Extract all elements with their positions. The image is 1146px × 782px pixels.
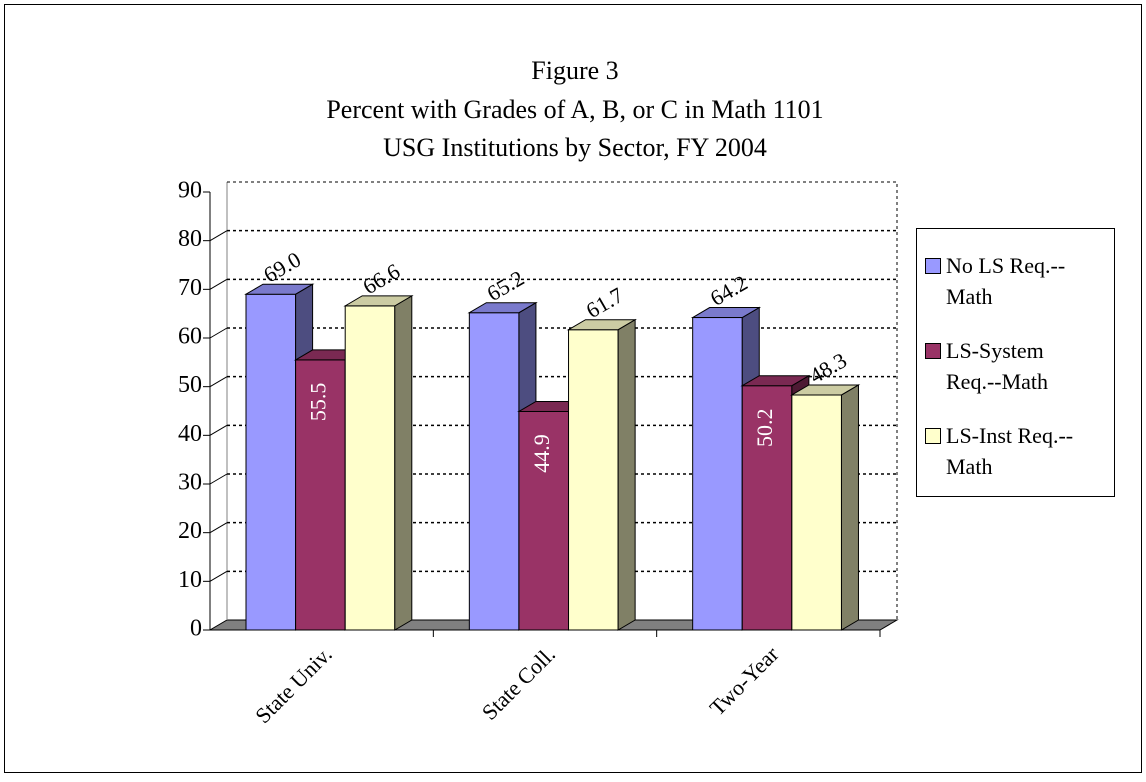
grid-line bbox=[209, 424, 228, 436]
bar bbox=[568, 329, 619, 631]
chart-title: Figure 3 bbox=[531, 56, 618, 85]
bar bbox=[344, 305, 396, 631]
legend-label: LS-System Req.--Math bbox=[946, 338, 1049, 394]
bar-side bbox=[840, 384, 859, 631]
back-wall-edge bbox=[227, 181, 898, 620]
legend-entry: No LS Req.--Math bbox=[925, 250, 1110, 312]
bar-top bbox=[244, 283, 315, 295]
bar-top bbox=[690, 307, 762, 319]
legend-swatch bbox=[925, 343, 941, 359]
bar bbox=[245, 293, 297, 631]
y-tick-label: 80 bbox=[178, 226, 202, 252]
chart-title: USG Institutions by Sector, FY 2004 bbox=[383, 133, 767, 162]
grid-line bbox=[209, 570, 228, 582]
legend-swatch bbox=[925, 428, 941, 444]
bar bbox=[518, 410, 570, 631]
y-tick-label: 40 bbox=[178, 421, 202, 447]
bar-top bbox=[467, 302, 538, 314]
bar bbox=[468, 312, 520, 631]
y-tick-label: 10 bbox=[178, 567, 202, 593]
legend-entry: LS-Inst Req.--Math bbox=[925, 420, 1110, 482]
legend-item: LS-System Req.--Math bbox=[925, 335, 1110, 397]
y-tick-label: 20 bbox=[178, 518, 202, 544]
grid-line bbox=[209, 376, 228, 388]
bar bbox=[791, 394, 842, 631]
chart-title: Percent with Grades of A, B, or C in Mat… bbox=[326, 95, 823, 124]
bar-side bbox=[394, 295, 413, 631]
bar bbox=[295, 359, 346, 631]
grid-line bbox=[209, 473, 228, 485]
bar bbox=[692, 317, 743, 631]
grid-line bbox=[209, 278, 228, 290]
legend-label: LS-Inst Req.--Math bbox=[946, 423, 1074, 479]
y-tick-label: 0 bbox=[190, 616, 202, 642]
legend-item: No LS Req.--Math bbox=[925, 250, 1110, 312]
y-tick-label: 60 bbox=[178, 324, 202, 350]
bar-top bbox=[790, 384, 861, 396]
legend-box bbox=[916, 228, 1115, 497]
bar-top bbox=[566, 319, 637, 331]
value-label: 55.5 bbox=[305, 383, 330, 422]
legend-label: No LS Req.--Math bbox=[946, 253, 1066, 309]
legend-item: LS-Inst Req.--Math bbox=[925, 420, 1110, 482]
value-label: 44.9 bbox=[529, 434, 554, 473]
y-tick-label: 30 bbox=[178, 470, 202, 496]
legend-swatch bbox=[925, 258, 941, 274]
grid-line bbox=[209, 327, 228, 339]
bar bbox=[741, 385, 793, 631]
y-tick-label: 50 bbox=[178, 372, 202, 398]
y-tick-label: 70 bbox=[178, 275, 202, 301]
y-tick-label: 90 bbox=[178, 178, 202, 204]
legend-entry: LS-System Req.--Math bbox=[925, 335, 1110, 397]
grid-line bbox=[209, 522, 228, 534]
bar-top bbox=[740, 375, 811, 387]
grid-line bbox=[209, 230, 228, 242]
bar-side bbox=[617, 318, 636, 631]
value-label: 50.2 bbox=[752, 408, 777, 447]
bar-top bbox=[343, 295, 414, 307]
